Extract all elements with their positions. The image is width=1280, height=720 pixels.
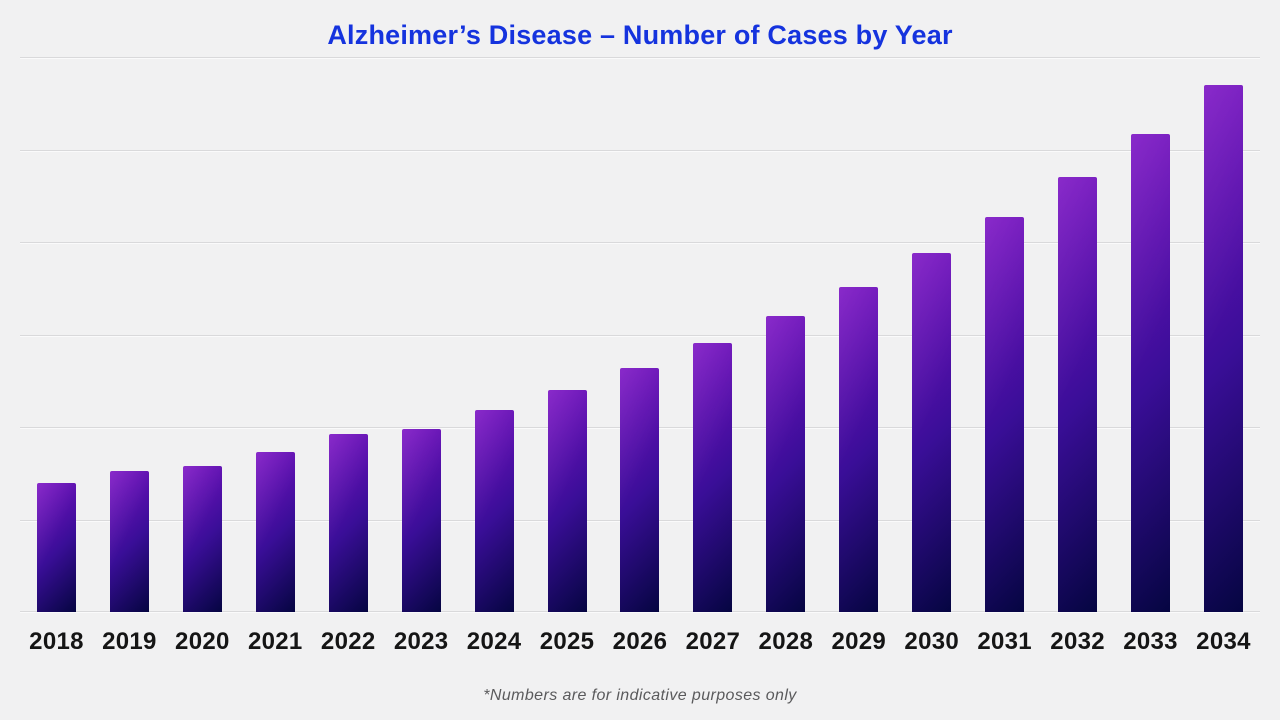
bar-2028 [766, 316, 806, 612]
x-tick-label-2034: 2034 [1196, 628, 1251, 655]
bar-column [1041, 57, 1114, 612]
x-tick-label-2024: 2024 [466, 628, 522, 655]
bar-column [1114, 57, 1187, 612]
bar-2032 [1058, 177, 1098, 612]
x-tick-label-2022: 2022 [320, 628, 376, 655]
bar-2034 [1203, 84, 1243, 612]
x-tick-label-2026: 2026 [612, 628, 668, 655]
x-tick-label-2032: 2032 [1050, 628, 1105, 655]
bar-column [895, 57, 968, 612]
x-tick-label-2027: 2027 [685, 628, 741, 655]
x-tick-label-2019: 2019 [102, 628, 157, 655]
x-axis-labels: 2018 2019 2020 2021 2022 2023 2024 2025 2026 2027… [20, 628, 1260, 656]
bar-2029 [839, 287, 879, 612]
x-tick-label-2030: 2030 [904, 628, 960, 655]
x-tick-label-2025: 2025 [539, 628, 595, 655]
x-tick-label-2031: 2031 [977, 628, 1032, 655]
bar-2021 [255, 452, 295, 612]
bar-2018 [36, 483, 76, 612]
bar-2019 [109, 470, 149, 612]
gridline [20, 57, 1260, 58]
bar-column [604, 57, 677, 612]
bar-2033 [1131, 133, 1171, 612]
x-tick-label-2018: 2018 [29, 628, 84, 655]
bar-column [312, 57, 385, 612]
chart-title: Alzheimer’s Disease – Number of Cases by… [327, 20, 953, 50]
footnote: *Numbers are for indicative purposes onl… [483, 687, 797, 704]
bar-2020 [182, 465, 222, 612]
x-tick-label-2033: 2033 [1123, 628, 1178, 655]
bar-2024 [474, 410, 514, 612]
x-tick-label-2023: 2023 [393, 628, 449, 655]
bar-2026 [620, 367, 660, 612]
bar-2022 [328, 434, 368, 612]
x-tick-label-2029: 2029 [831, 628, 887, 655]
bar-2027 [693, 342, 733, 612]
bar-column [239, 57, 312, 612]
bar-2023 [401, 428, 441, 612]
x-tick-label-2028: 2028 [758, 628, 814, 655]
bar-column [166, 57, 239, 612]
bar-column [822, 57, 895, 612]
bar-column [385, 57, 458, 612]
bars-container [20, 57, 1260, 612]
bar-column [93, 57, 166, 612]
gridline [20, 149, 1260, 151]
bar-column [968, 57, 1041, 612]
bar-column [20, 57, 93, 612]
bar-column [749, 57, 822, 612]
bar-column [676, 57, 749, 612]
bar-2030 [912, 253, 952, 612]
gridline [20, 334, 1260, 336]
bar-column [531, 57, 604, 612]
plot-area [20, 57, 1260, 612]
bar-2025 [547, 390, 587, 612]
bar-column [458, 57, 531, 612]
bar-column [1187, 57, 1260, 612]
gridline [20, 242, 1260, 243]
bar-2031 [985, 217, 1025, 612]
x-tick-label-2021: 2021 [247, 628, 303, 655]
x-tick-label-2020: 2020 [175, 628, 230, 655]
